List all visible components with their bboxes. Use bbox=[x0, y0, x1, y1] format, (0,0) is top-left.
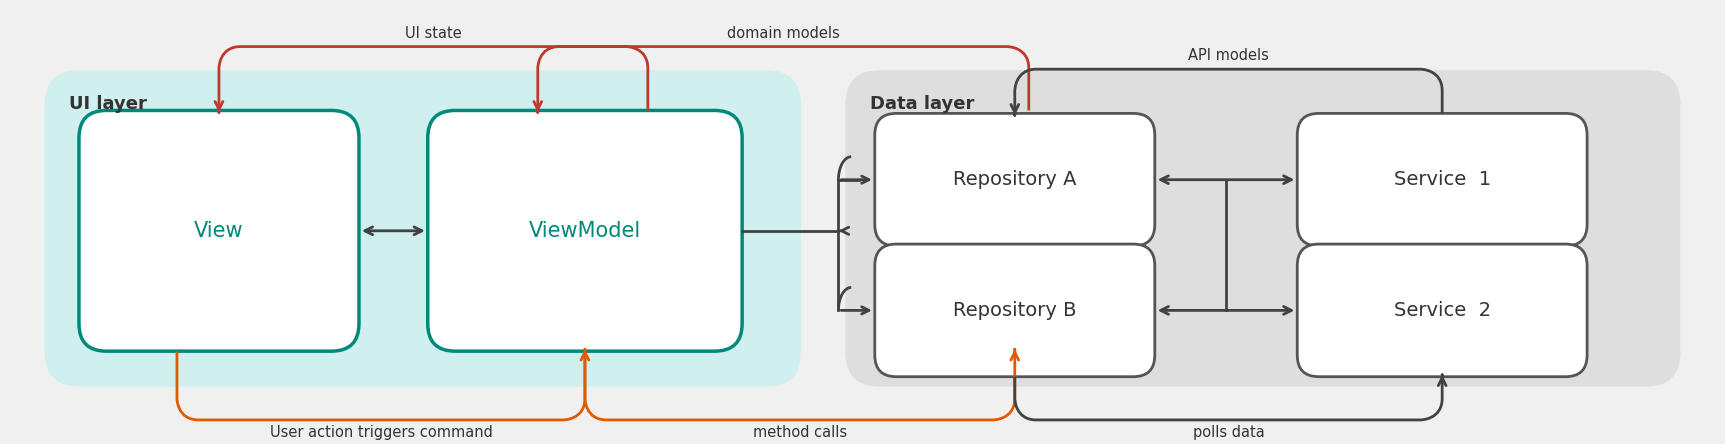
Text: domain models: domain models bbox=[726, 26, 840, 41]
Text: UI layer: UI layer bbox=[69, 95, 147, 113]
FancyBboxPatch shape bbox=[79, 111, 359, 351]
Text: ViewModel: ViewModel bbox=[530, 221, 642, 241]
Text: API models: API models bbox=[1189, 48, 1270, 63]
Text: Data layer: Data layer bbox=[869, 95, 975, 113]
Text: UI state: UI state bbox=[405, 26, 462, 41]
FancyBboxPatch shape bbox=[875, 113, 1154, 246]
FancyBboxPatch shape bbox=[875, 244, 1154, 377]
Text: User action triggers command: User action triggers command bbox=[269, 425, 492, 440]
Text: Service  2: Service 2 bbox=[1394, 301, 1490, 320]
Text: View: View bbox=[195, 221, 243, 241]
Text: Repository B: Repository B bbox=[952, 301, 1076, 320]
FancyBboxPatch shape bbox=[845, 70, 1680, 387]
Text: method calls: method calls bbox=[752, 425, 847, 440]
FancyBboxPatch shape bbox=[1297, 113, 1587, 246]
FancyBboxPatch shape bbox=[45, 70, 800, 387]
Text: polls data: polls data bbox=[1192, 425, 1264, 440]
FancyBboxPatch shape bbox=[428, 111, 742, 351]
FancyBboxPatch shape bbox=[1297, 244, 1587, 377]
Text: Repository A: Repository A bbox=[952, 170, 1076, 189]
Text: Service  1: Service 1 bbox=[1394, 170, 1490, 189]
